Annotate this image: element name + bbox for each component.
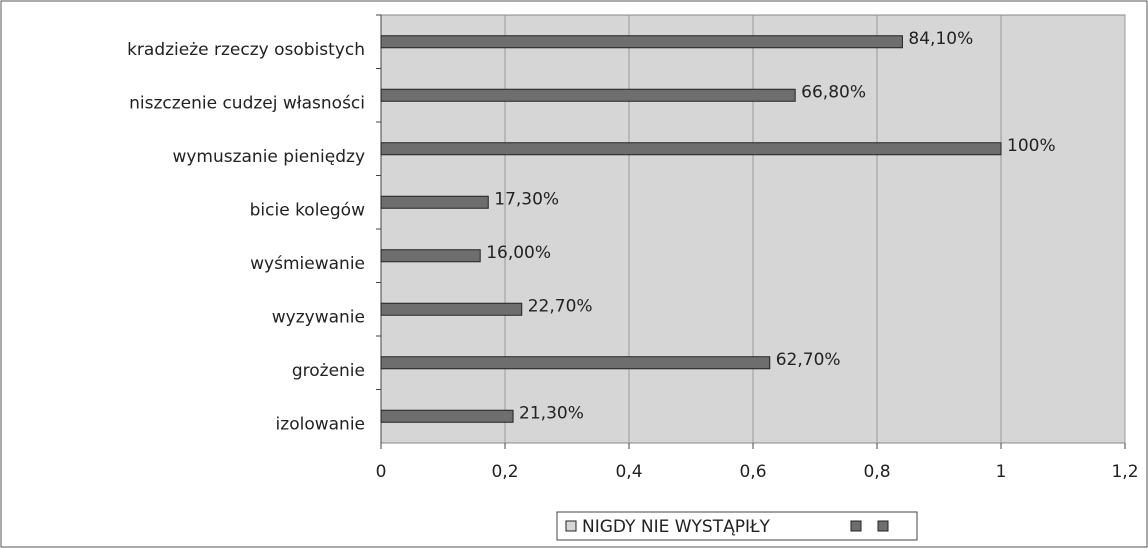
bar <box>380 249 481 263</box>
bar <box>380 302 523 316</box>
bar <box>380 88 796 102</box>
bar <box>380 195 489 209</box>
y-tick-label: grożenie <box>292 361 365 381</box>
value-label: 22,70% <box>528 296 593 316</box>
legend-swatch-extra <box>877 520 889 532</box>
y-tick-label: wyzywanie <box>272 307 365 327</box>
x-tick-label: 1,2 <box>1111 462 1138 482</box>
y-tick-label: wyśmiewanie <box>250 254 365 274</box>
value-label: 16,00% <box>486 243 551 263</box>
x-tick-label: 0 <box>376 462 387 482</box>
bar <box>380 142 1002 156</box>
legend-swatch-extra <box>850 520 862 532</box>
x-tick-label: 0,4 <box>615 462 642 482</box>
y-tick-label: bicie kolegów <box>250 200 365 220</box>
legend-label: NIGDY NIE WYSTĄPIŁY <box>582 517 771 537</box>
y-tick-label: wymuszanie pieniędzy <box>172 147 365 167</box>
y-tick-label: niszczenie cudzej własności <box>129 93 365 113</box>
x-tick-label: 0,8 <box>863 462 890 482</box>
value-label: 84,10% <box>908 29 973 49</box>
value-label: 66,80% <box>801 82 866 102</box>
value-label: 17,30% <box>494 189 559 209</box>
bar <box>380 356 771 370</box>
bar <box>380 35 903 49</box>
y-tick-label: kradzieże rzeczy osobistych <box>127 40 365 60</box>
x-tick-label: 0,6 <box>739 462 766 482</box>
x-tick-label: 0,2 <box>491 462 518 482</box>
value-label: 100% <box>1007 136 1056 156</box>
bar <box>380 409 514 423</box>
legend-swatch <box>565 520 577 532</box>
y-tick-label: izolowanie <box>276 414 365 434</box>
value-label: 62,70% <box>776 350 841 370</box>
value-label: 21,30% <box>519 403 584 423</box>
x-tick-label: 1 <box>996 462 1007 482</box>
